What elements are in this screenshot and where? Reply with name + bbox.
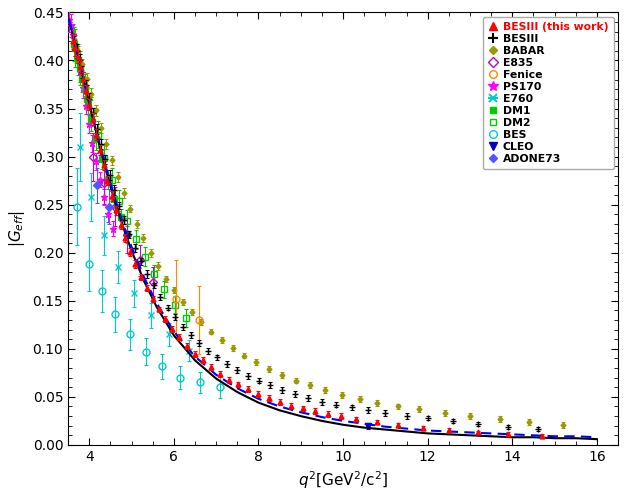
Legend: BESIII (this work), BESIII, BABAR, E835, Fenice, PS170, E760, DM1, DM2, BES, CLE: BESIII (this work), BESIII, BABAR, E835,… — [483, 17, 614, 169]
X-axis label: $q^2$[GeV$^2$/c$^2$]: $q^2$[GeV$^2$/c$^2$] — [298, 469, 388, 491]
Y-axis label: |$G_{eff}$|: |$G_{eff}$| — [7, 210, 27, 247]
